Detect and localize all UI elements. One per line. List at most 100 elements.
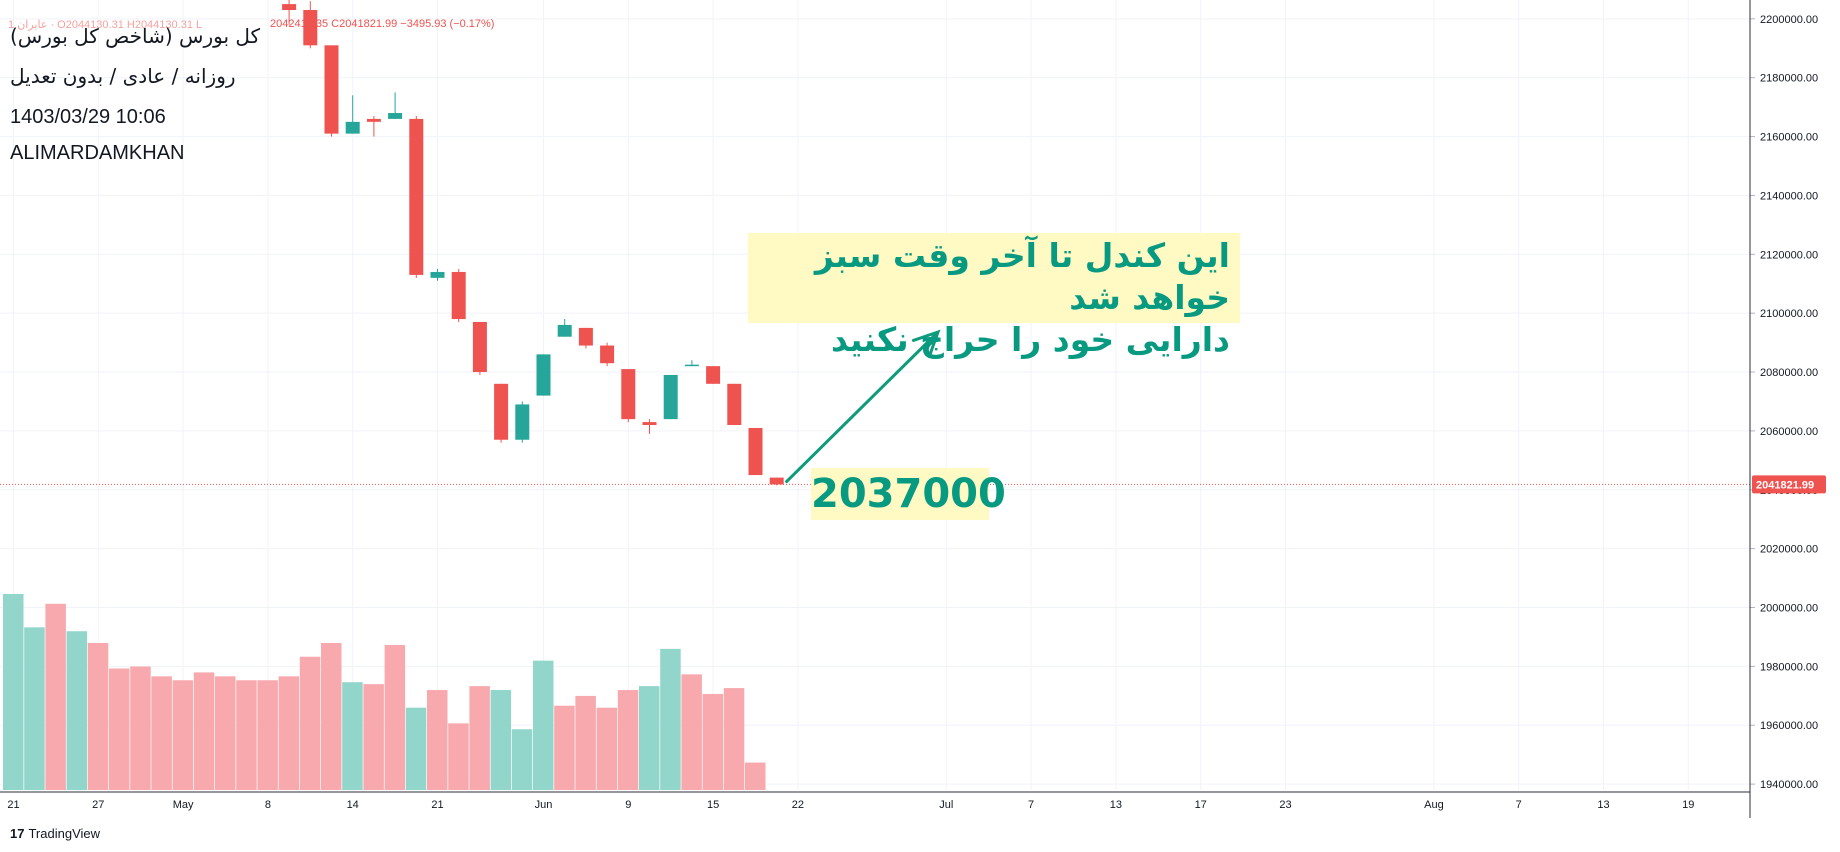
volume-bar bbox=[554, 705, 575, 790]
y-tick-label: 2200000.00 bbox=[1760, 14, 1818, 26]
volume-bar bbox=[172, 680, 194, 790]
candle-body bbox=[663, 374, 678, 420]
candle-body bbox=[515, 404, 530, 440]
y-tick-label: 2080000.00 bbox=[1760, 367, 1818, 379]
volume-bar bbox=[427, 690, 448, 790]
volume-bar bbox=[745, 762, 766, 790]
volume-bar bbox=[257, 680, 278, 790]
candle-body bbox=[578, 327, 593, 346]
volume-bar bbox=[575, 695, 596, 790]
candle-body bbox=[494, 383, 509, 440]
x-tick-label: 13 bbox=[1597, 799, 1609, 811]
volume-bar bbox=[321, 643, 342, 790]
tradingview-logo-text: TradingView bbox=[28, 826, 101, 841]
y-tick-label: 2020000.00 bbox=[1760, 544, 1818, 556]
volume-bar bbox=[702, 693, 724, 790]
x-tick-label: 21 bbox=[7, 799, 19, 811]
volume-bar bbox=[45, 603, 66, 790]
x-tick-label: Aug bbox=[1424, 799, 1444, 811]
last-price-label: 2041821.99 bbox=[1756, 479, 1814, 491]
volume-bar bbox=[109, 668, 130, 790]
volume-bar bbox=[299, 656, 321, 790]
volume-bar bbox=[405, 707, 427, 790]
candle-body bbox=[345, 121, 360, 134]
y-tick-label: 1940000.00 bbox=[1760, 779, 1818, 791]
volume-bar bbox=[596, 707, 618, 790]
candle-body bbox=[303, 10, 318, 46]
volume-bar bbox=[448, 723, 469, 790]
candle-body bbox=[536, 354, 551, 396]
y-tick-label: 2100000.00 bbox=[1760, 308, 1818, 320]
x-tick-label: 19 bbox=[1682, 799, 1694, 811]
volume-bar bbox=[66, 631, 88, 790]
y-tick-label: 1980000.00 bbox=[1760, 661, 1818, 673]
tradingview-logo[interactable]: 17 TradingView bbox=[10, 826, 100, 841]
volume-bar bbox=[24, 627, 45, 790]
volume-bar bbox=[384, 644, 406, 790]
volume-bar bbox=[278, 676, 300, 790]
x-tick-label: 21 bbox=[431, 799, 443, 811]
candle-body bbox=[727, 383, 742, 426]
volume-bar bbox=[490, 690, 512, 790]
candle-body bbox=[684, 364, 699, 367]
volume-bar bbox=[215, 676, 236, 790]
x-tick-label: 7 bbox=[1516, 799, 1522, 811]
candle-body bbox=[621, 369, 636, 420]
chart-subtitle: روزانه / عادی / بدون تعدیل bbox=[10, 64, 236, 88]
annotation-arrow bbox=[784, 329, 941, 484]
target-price-label: 2037000 bbox=[811, 468, 1006, 520]
volume-bar bbox=[342, 682, 363, 790]
x-tick-label: 14 bbox=[347, 799, 359, 811]
candle-body bbox=[388, 113, 403, 119]
note-line-1: این کندل تا آخر وقت سبز خواهد شد bbox=[814, 236, 1230, 317]
y-tick-label: 2160000.00 bbox=[1760, 132, 1818, 144]
y-tick-label: 2060000.00 bbox=[1760, 426, 1818, 438]
candle-body bbox=[557, 324, 572, 337]
x-tick-label: May bbox=[173, 799, 194, 811]
y-tick-label: 1960000.00 bbox=[1760, 720, 1818, 732]
volume-bar bbox=[681, 674, 702, 790]
volume-bar bbox=[236, 680, 257, 790]
candle-body bbox=[748, 427, 763, 476]
x-tick-label: 13 bbox=[1110, 799, 1122, 811]
volume-bar bbox=[511, 729, 533, 790]
volume-bar bbox=[87, 643, 109, 790]
arrow-shaft bbox=[784, 330, 940, 484]
author-name: ALIMARDAMKHAN bbox=[10, 142, 185, 164]
candle-body bbox=[409, 118, 424, 275]
volume-bar bbox=[660, 648, 681, 790]
note-box: این کندل تا آخر وقت سبز خواهد شد دارایی … bbox=[748, 233, 1240, 359]
candle-body bbox=[366, 118, 381, 122]
volume-bar bbox=[193, 672, 215, 790]
volume-bar bbox=[639, 686, 660, 790]
x-tick-label: 7 bbox=[1028, 799, 1034, 811]
x-tick-label: 17 bbox=[1195, 799, 1207, 811]
candle-body bbox=[706, 366, 721, 384]
volume-bar bbox=[617, 690, 639, 790]
chart-grid bbox=[0, 0, 1750, 790]
candle-body bbox=[600, 345, 615, 364]
ohlc-faint: 1 عایران · O2044130.31 H2044130.31 L bbox=[8, 19, 203, 31]
candle-body bbox=[451, 271, 466, 320]
axes: 1940000.00 1960000.00 1980000.00 2000000.00… bbox=[0, 0, 1826, 818]
volume-bar bbox=[469, 686, 490, 790]
timestamp: 1403/03/29 10:06 bbox=[10, 106, 166, 128]
volume-bar bbox=[3, 594, 24, 790]
last-price-tag bbox=[1752, 475, 1826, 494]
y-tick-label: 2120000.00 bbox=[1760, 249, 1818, 261]
x-tick-label: 22 bbox=[792, 799, 804, 811]
x-tick-label: 8 bbox=[265, 799, 271, 811]
volume-bar bbox=[130, 666, 151, 790]
note-line-2: دارایی خود را حراج نکنید bbox=[831, 320, 1230, 359]
candle-body bbox=[769, 477, 784, 485]
x-tick-label: Jul bbox=[939, 799, 953, 811]
volume-bar bbox=[533, 660, 554, 790]
volume-bar bbox=[363, 684, 384, 790]
ohlc-values: 2042412.35 C2041821.99 −3495.93 (−0.17%) bbox=[270, 18, 495, 30]
x-tick-label: Jun bbox=[535, 799, 553, 811]
candle-body bbox=[642, 422, 657, 426]
candle-body bbox=[430, 271, 445, 278]
volume-bar bbox=[151, 676, 172, 790]
symbol-title: کل بورس (شاخص کل بورس) bbox=[10, 24, 261, 48]
